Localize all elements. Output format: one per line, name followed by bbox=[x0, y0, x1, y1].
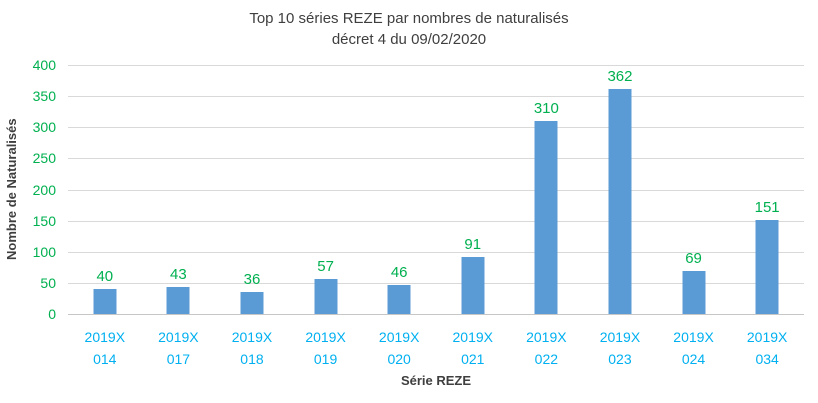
x-tick-label: 2019X 023 bbox=[599, 329, 641, 367]
bar-column: 57 bbox=[289, 65, 363, 314]
x-tick-label: 2019X 022 bbox=[526, 329, 567, 367]
bar bbox=[387, 285, 411, 314]
gridline bbox=[68, 220, 804, 222]
bar-value-label: 57 bbox=[317, 257, 334, 275]
bar-column: 362 bbox=[583, 65, 657, 314]
chart-title: Top 10 séries REZE par nombres de natura… bbox=[0, 8, 818, 50]
bar bbox=[314, 278, 338, 314]
y-axis-tick-labels: 0 50 100 150 200 250 300 350 400 bbox=[0, 57, 56, 322]
bar-column: 310 bbox=[510, 65, 584, 314]
gridline bbox=[68, 158, 804, 160]
bar bbox=[240, 291, 264, 314]
bar-column: 36 bbox=[215, 65, 289, 314]
chart-title-line-1: Top 10 séries REZE par nombres de natura… bbox=[249, 10, 569, 27]
y-tick-label: 350 bbox=[32, 88, 56, 105]
y-tick-label: 0 bbox=[48, 306, 56, 322]
y-tick-label: 100 bbox=[32, 243, 56, 260]
bar bbox=[534, 121, 558, 314]
bar bbox=[608, 88, 632, 314]
plot-area bbox=[68, 65, 804, 315]
bar-value-label: 362 bbox=[607, 67, 633, 85]
bar-value-label: 91 bbox=[464, 236, 482, 254]
x-tick-label: 2019X 021 bbox=[452, 329, 493, 367]
gridline bbox=[68, 282, 804, 284]
bar-value-label: 43 bbox=[170, 266, 187, 284]
x-axis-title: Série REZE bbox=[400, 373, 472, 388]
bar-value-label: 46 bbox=[390, 264, 408, 282]
gridline bbox=[68, 65, 804, 66]
bar-series: 40 43 36 57 46 91 310 362 69 151 bbox=[68, 65, 804, 314]
bar bbox=[93, 289, 117, 314]
x-tick-label: 2019X 034 bbox=[746, 329, 788, 367]
y-tick-label: 250 bbox=[32, 150, 56, 167]
x-tick-label: 2019X 024 bbox=[673, 329, 714, 367]
bar bbox=[682, 271, 706, 314]
gridline bbox=[68, 189, 804, 191]
bar bbox=[755, 220, 779, 314]
bar-column: 46 bbox=[362, 65, 436, 314]
bar-value-label: 36 bbox=[243, 270, 261, 288]
y-tick-label: 150 bbox=[32, 212, 56, 229]
bar-value-label: 40 bbox=[96, 268, 114, 286]
x-tick-label: 2019X 017 bbox=[158, 329, 199, 367]
x-tick-label: 2019X 020 bbox=[378, 329, 420, 367]
y-tick-label: 50 bbox=[40, 274, 56, 291]
bar-column: 40 bbox=[68, 65, 142, 314]
y-tick-label: 300 bbox=[32, 119, 56, 136]
bar-column: 43 bbox=[142, 65, 216, 314]
x-axis-tick-labels: 2019X 014 2019X 017 2019X 018 2019X 019 2019… bbox=[68, 326, 804, 370]
gridline bbox=[68, 96, 804, 98]
gridline bbox=[68, 127, 804, 129]
x-tick-label: 2019X 019 bbox=[305, 329, 346, 367]
y-tick-label: 400 bbox=[32, 57, 56, 73]
bar bbox=[461, 257, 485, 314]
bar-column: 151 bbox=[730, 65, 804, 314]
bar-column: 69 bbox=[657, 65, 731, 314]
bar bbox=[166, 287, 190, 314]
chart-title-line-2: décret 4 du 09/02/2020 bbox=[331, 31, 487, 48]
bar-value-label: 151 bbox=[754, 199, 780, 217]
gridline bbox=[68, 251, 804, 253]
x-tick-label: 2019X 018 bbox=[231, 329, 273, 367]
y-tick-label: 200 bbox=[32, 181, 56, 198]
x-tick-label: 2019X 014 bbox=[84, 329, 126, 367]
bar-value-label: 310 bbox=[533, 100, 559, 118]
bar-value-label: 69 bbox=[685, 250, 702, 268]
bar-column: 91 bbox=[436, 65, 510, 314]
